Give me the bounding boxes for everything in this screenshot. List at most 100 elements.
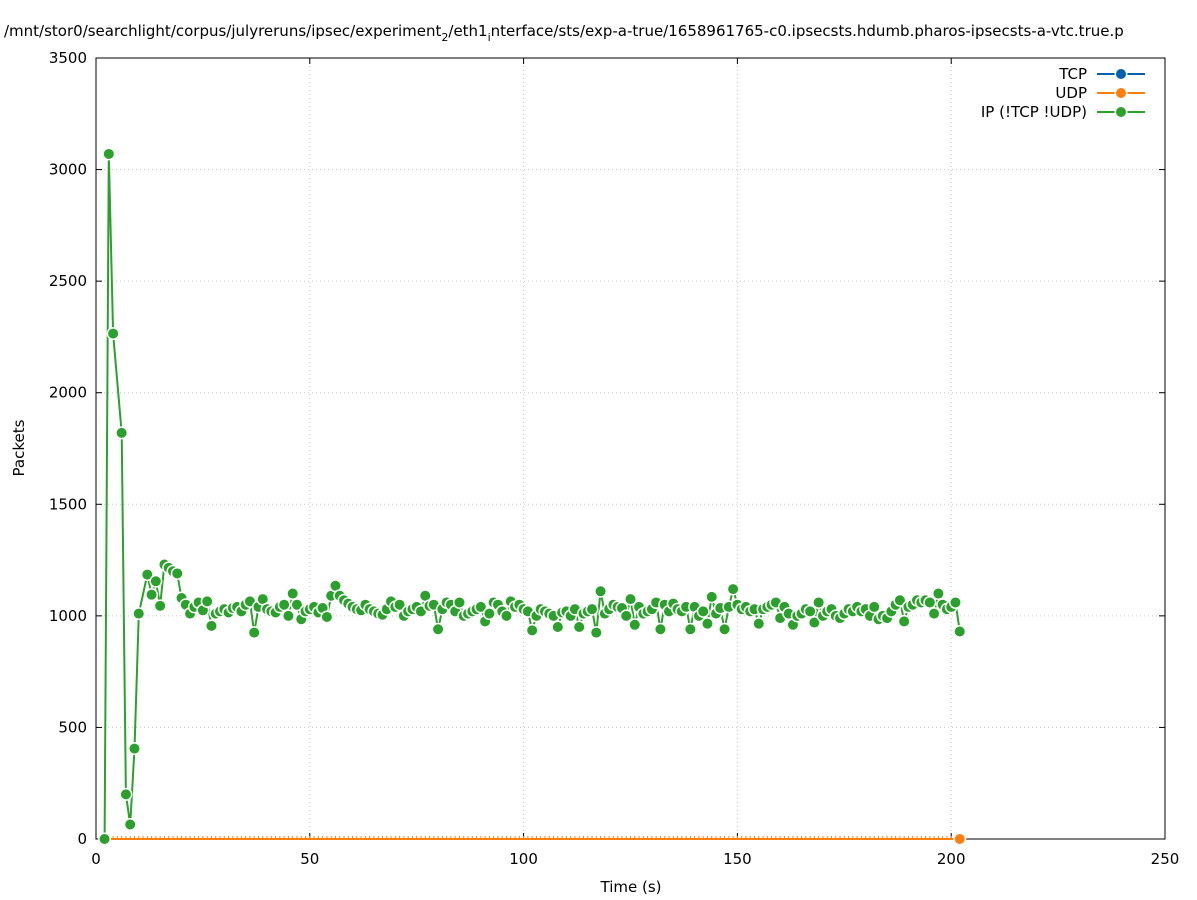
data-point	[787, 619, 798, 630]
data-point	[142, 569, 153, 580]
y-tick-label: 1000	[49, 607, 87, 625]
data-point	[415, 606, 426, 617]
y-tick-label: 2000	[49, 384, 87, 402]
data-point	[933, 588, 944, 599]
x-axis-label: Time (s)	[600, 878, 662, 896]
y-tick-label: 3000	[49, 161, 87, 179]
data-point	[527, 625, 538, 636]
x-tick-label: 100	[509, 850, 538, 868]
data-point	[595, 586, 606, 597]
data-point	[924, 597, 935, 608]
data-point	[125, 819, 136, 830]
legend-label: IP (!TCP !UDP)	[981, 103, 1087, 121]
data-point	[501, 610, 512, 621]
y-tick-label: 0	[77, 830, 87, 848]
data-point	[420, 590, 431, 601]
y-tick-label: 3500	[49, 49, 87, 67]
y-tick-label: 2500	[49, 272, 87, 290]
data-point	[587, 604, 598, 615]
data-point	[257, 594, 268, 605]
x-tick-label: 200	[937, 850, 966, 868]
data-point	[753, 618, 764, 629]
y-tick-label: 500	[58, 718, 87, 736]
data-point	[244, 596, 255, 607]
data-point	[150, 576, 161, 587]
grid-lines	[96, 58, 1165, 839]
data-point	[749, 604, 760, 615]
data-point	[899, 616, 910, 627]
data-point	[484, 608, 495, 619]
data-point	[321, 611, 332, 622]
data-point	[317, 603, 328, 614]
data-point	[629, 619, 640, 630]
data-point	[475, 601, 486, 612]
legend-marker	[1116, 107, 1126, 117]
data-point	[809, 617, 820, 628]
data-point	[728, 584, 739, 595]
x-tick-label: 50	[300, 850, 319, 868]
data-point	[929, 608, 940, 619]
data-point	[574, 622, 585, 633]
y-axis-label: Packets	[10, 419, 28, 476]
legend-item-0: TCP	[1058, 65, 1145, 83]
data-point	[279, 599, 290, 610]
data-point	[552, 622, 563, 633]
series-layer	[98, 147, 967, 846]
legend-item-2: IP (!TCP !UDP)	[981, 103, 1145, 121]
data-point	[287, 588, 298, 599]
x-tick-label: 250	[1151, 850, 1180, 868]
data-point	[202, 596, 213, 607]
data-point	[706, 591, 717, 602]
data-point	[103, 148, 114, 159]
legend-marker	[1116, 69, 1126, 79]
data-point	[454, 597, 465, 608]
data-point	[805, 606, 816, 617]
data-point	[249, 627, 260, 638]
data-point	[702, 618, 713, 629]
data-point	[291, 599, 302, 610]
data-point	[146, 589, 157, 600]
data-point	[685, 624, 696, 635]
data-point	[621, 610, 632, 621]
data-point	[155, 600, 166, 611]
data-point	[655, 624, 666, 635]
data-point	[954, 834, 965, 844]
data-point	[206, 620, 217, 631]
data-point	[326, 590, 337, 601]
data-point	[99, 834, 110, 844]
data-point	[133, 608, 144, 619]
data-point	[950, 597, 961, 608]
data-point	[681, 601, 692, 612]
data-point	[108, 328, 119, 339]
legend-item-1: UDP	[1055, 84, 1145, 102]
data-point	[591, 627, 602, 638]
series-1	[104, 832, 967, 846]
data-point	[894, 595, 905, 606]
chart-title: /mnt/stor0/searchlight/corpus/julyreruns…	[4, 22, 1124, 44]
axis-ticks: 0 50 100 150 200 2500500100015002000250030003…	[49, 49, 1180, 868]
data-point	[433, 624, 444, 635]
data-point	[197, 605, 208, 616]
data-point	[394, 599, 405, 610]
data-point	[954, 626, 965, 637]
series-2	[98, 147, 967, 846]
data-point	[330, 580, 341, 591]
data-point	[698, 606, 709, 617]
data-point	[283, 610, 294, 621]
data-point	[172, 568, 183, 579]
plot-border	[95, 57, 1166, 840]
y-tick-label: 1500	[49, 495, 87, 513]
x-tick-label: 150	[723, 850, 752, 868]
data-point	[625, 594, 636, 605]
data-point	[120, 789, 131, 800]
data-point	[813, 597, 824, 608]
data-point	[116, 427, 127, 438]
x-tick-label: 0	[91, 850, 101, 868]
legend-label: UDP	[1055, 84, 1087, 102]
data-point	[869, 601, 880, 612]
data-point	[719, 624, 730, 635]
legend-label: TCP	[1058, 65, 1087, 83]
series-line	[103, 153, 961, 840]
